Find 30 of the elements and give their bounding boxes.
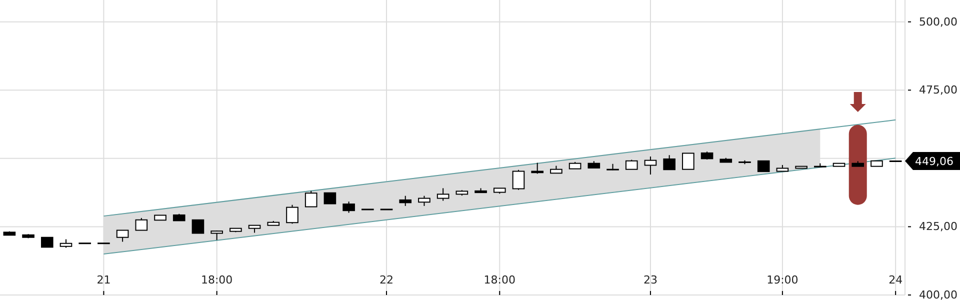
candlestick (210, 230, 223, 241)
y-tick-label: 425,00 (919, 220, 958, 234)
candlestick (304, 190, 318, 208)
candlestick (286, 204, 298, 224)
candlestick (682, 152, 694, 170)
y-tick-label: 475,00 (919, 84, 958, 97)
candlestick (135, 217, 148, 231)
x-tick-label: 24 (888, 274, 903, 287)
x-tick-label: 22 (380, 274, 394, 287)
x-tick-label: 19:00 (766, 274, 798, 287)
candlestick (399, 195, 412, 206)
candlestick (512, 169, 525, 190)
candlestick (436, 188, 450, 202)
x-tick-label: 23 (643, 274, 658, 287)
candlestick (663, 154, 676, 170)
candlestick (757, 160, 770, 172)
candlestick (40, 236, 54, 248)
text: 449,06 (915, 154, 954, 168)
candlestick (644, 156, 657, 176)
candlestick (418, 195, 430, 206)
y-tick-label: 500,00 (919, 15, 958, 28)
x-tick-label: 21 (96, 274, 111, 287)
candlestick (116, 230, 129, 242)
candlestick (342, 201, 355, 214)
candlestick (625, 159, 638, 170)
x-tick-label: 18:00 (484, 274, 516, 287)
x-tick-label: 18:00 (200, 274, 233, 287)
candlestick (324, 192, 336, 204)
candlestick (192, 219, 204, 234)
y-tick-label: 400,00 (919, 288, 958, 300)
